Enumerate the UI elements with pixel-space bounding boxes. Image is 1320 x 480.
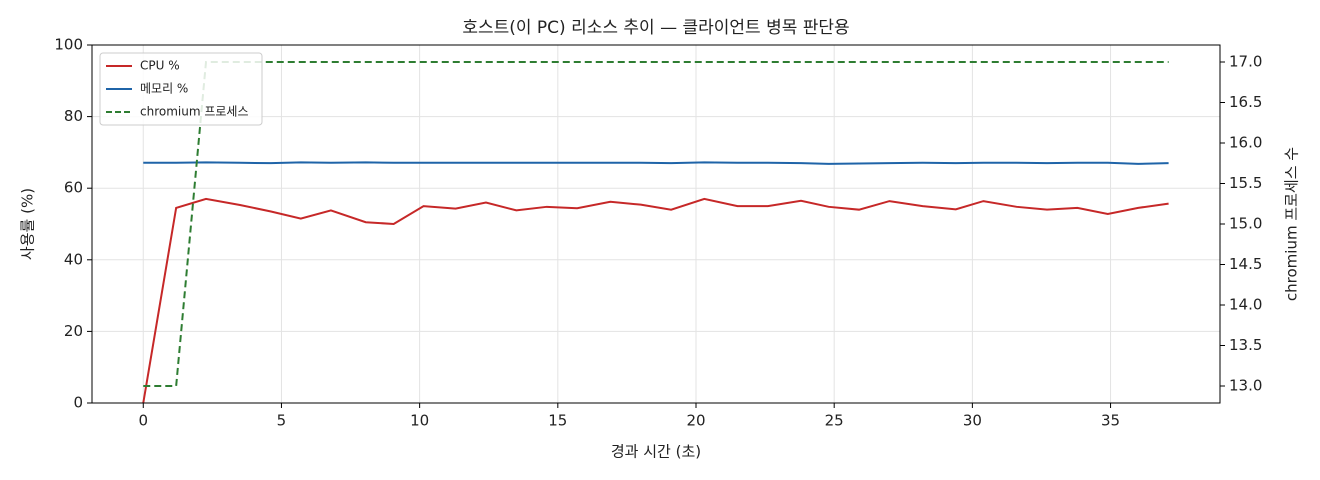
y-tick-label: 80 xyxy=(64,107,83,125)
legend-box xyxy=(99,52,263,126)
y-tick-label: 20 xyxy=(64,322,83,340)
x-tick-label: 5 xyxy=(277,412,287,430)
y-tick-label: 60 xyxy=(64,179,83,197)
legend-label: CPU % xyxy=(140,59,180,73)
x-tick-label: 10 xyxy=(410,412,429,430)
x-tick-label: 35 xyxy=(1101,412,1120,430)
x-tick-label: 0 xyxy=(138,412,148,430)
legend-label: chromium 프로세스 xyxy=(140,105,249,119)
series-line xyxy=(142,197,1169,404)
y2-tick-label: 14.0 xyxy=(1229,295,1262,313)
x-tick-label: 25 xyxy=(825,412,844,430)
y2-tick-label: 15.0 xyxy=(1229,215,1262,233)
y-tick-label: 0 xyxy=(73,394,83,412)
y2-tick-label: 13.0 xyxy=(1229,376,1262,394)
legend: CPU % 메모리 % chromium 프로세스 xyxy=(99,52,263,126)
x-tick-label: 15 xyxy=(548,412,567,430)
x-tick-label: 20 xyxy=(686,412,705,430)
y2-tick-label: 16.0 xyxy=(1229,134,1262,152)
y2-tick-label: 15.5 xyxy=(1229,174,1262,192)
x-axis-label: 경과 시간 (초) xyxy=(611,443,701,461)
legend-label: 메모리 % xyxy=(140,82,188,96)
y-tick-label: 40 xyxy=(64,250,83,268)
chart-title: 호스트(이 PC) 리소스 추이 — 클라이언트 병목 판단용 xyxy=(462,18,849,38)
series-line xyxy=(143,161,1169,165)
y2-tick-label: 14.5 xyxy=(1229,255,1262,273)
y2-tick-label: 13.5 xyxy=(1229,336,1262,354)
y-axis-label: 사용률 (%) xyxy=(19,188,37,260)
y2-tick-label: 17.0 xyxy=(1229,53,1262,71)
x-tick-label: 30 xyxy=(963,412,982,430)
series-line xyxy=(143,61,1169,387)
plot-frame xyxy=(91,44,1221,404)
y2-tick-label: 16.5 xyxy=(1229,93,1262,111)
y2-axis-label: chromium 프로세스 수 xyxy=(1283,147,1301,301)
y-tick-label: 100 xyxy=(54,36,83,54)
